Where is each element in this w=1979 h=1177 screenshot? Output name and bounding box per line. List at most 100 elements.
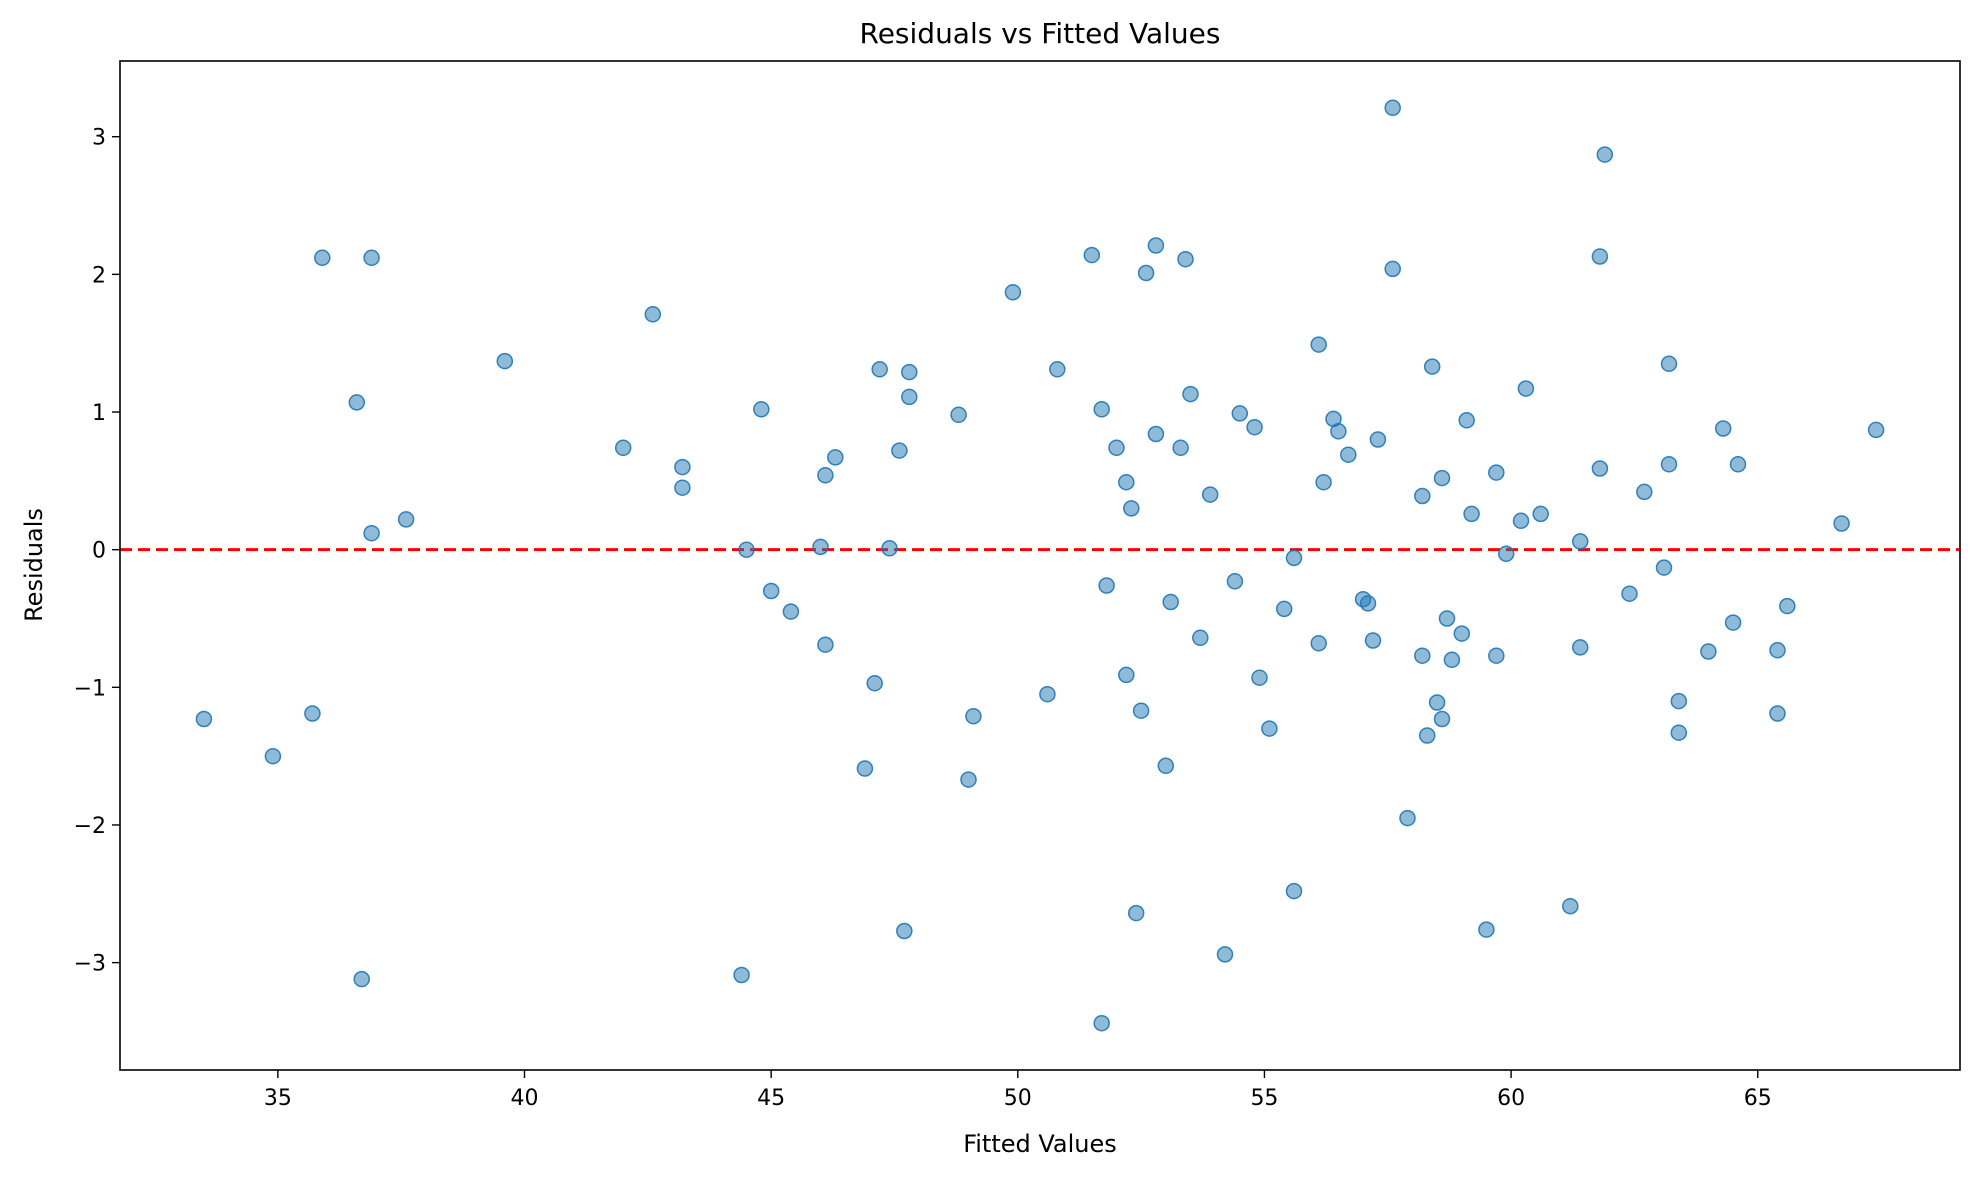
data-point-39: [1093, 1014, 1110, 1032]
data-point-112: [1714, 420, 1732, 437]
data-point-10: [614, 439, 632, 457]
data-point-43: [1118, 473, 1135, 491]
data-point-4: [348, 394, 366, 411]
data-point-85: [1433, 469, 1451, 487]
data-point-19: [812, 538, 829, 556]
data-point-102: [1591, 460, 1609, 477]
data-point-1: [264, 747, 282, 765]
data-point-68: [1315, 473, 1332, 491]
data-point-113: [1724, 614, 1742, 631]
data-point-8: [397, 511, 415, 528]
data-point-110: [1670, 692, 1688, 710]
data-point-51: [1162, 593, 1179, 611]
data-point-7: [363, 249, 380, 267]
data-point-47: [1137, 264, 1155, 282]
data-point-29: [901, 363, 918, 381]
data-point-74: [1364, 632, 1382, 649]
x-axis-label: Fitted Values: [963, 1130, 1117, 1158]
data-point-64: [1285, 549, 1303, 567]
x-axis: 35 40 45 50 55 60 65: [264, 1070, 1772, 1111]
y-tick-label: −2: [74, 814, 106, 839]
data-point-20: [817, 467, 834, 484]
data-point-32: [960, 771, 977, 788]
data-point-103: [1596, 146, 1614, 163]
data-point-57: [1216, 946, 1234, 963]
data-point-52: [1172, 439, 1189, 457]
data-point-23: [856, 760, 874, 777]
data-point-50: [1157, 757, 1175, 775]
data-point-87: [1443, 651, 1461, 669]
data-point-17: [762, 582, 780, 600]
data-point-117: [1779, 597, 1796, 615]
data-point-54: [1182, 385, 1199, 403]
data-point-106: [1655, 559, 1673, 576]
data-point-59: [1231, 405, 1249, 422]
data-point-55: [1192, 629, 1209, 647]
data-point-115: [1769, 705, 1786, 722]
data-point-114: [1729, 456, 1747, 473]
data-point-63: [1275, 600, 1293, 618]
data-point-80: [1414, 647, 1431, 664]
data-point-116: [1769, 641, 1786, 659]
x-tick-label: 50: [1004, 1086, 1032, 1111]
data-point-28: [901, 388, 918, 406]
data-point-34: [1004, 284, 1022, 301]
data-point-90: [1463, 505, 1480, 523]
data-point-38: [1093, 401, 1110, 418]
data-point-58: [1226, 573, 1244, 590]
x-tick-label: 60: [1497, 1086, 1525, 1111]
data-point-15: [738, 541, 755, 558]
data-point-35: [1039, 685, 1056, 703]
data-point-42: [1118, 666, 1135, 684]
y-tick-label: 0: [92, 539, 106, 564]
x-tick-label: 55: [1250, 1086, 1278, 1111]
data-point-61: [1251, 669, 1268, 686]
data-point-26: [881, 540, 898, 557]
data-point-83: [1428, 694, 1446, 711]
data-point-88: [1453, 625, 1471, 642]
data-point-82: [1423, 358, 1441, 375]
data-point-93: [1488, 647, 1505, 664]
data-point-91: [1478, 921, 1495, 938]
y-tick-label: −1: [74, 676, 106, 701]
data-point-81: [1418, 727, 1436, 744]
data-point-25: [871, 361, 888, 378]
data-point-109: [1670, 724, 1688, 741]
data-point-13: [674, 479, 691, 496]
data-point-33: [965, 707, 982, 725]
data-point-77: [1384, 260, 1401, 278]
data-point-6: [363, 524, 380, 542]
data-point-44: [1123, 500, 1140, 517]
data-point-36: [1049, 361, 1066, 378]
data-point-53: [1177, 250, 1194, 268]
data-point-56: [1201, 486, 1219, 503]
data-point-30: [896, 922, 913, 940]
data-point-92: [1488, 464, 1505, 481]
data-point-99: [1571, 533, 1589, 550]
data-point-11: [644, 306, 662, 323]
plot-area: [120, 99, 1960, 1032]
data-point-84: [1433, 710, 1451, 728]
data-point-79: [1414, 487, 1431, 505]
data-point-105: [1636, 483, 1653, 501]
data-point-45: [1127, 904, 1145, 922]
data-point-31: [950, 406, 967, 424]
y-tick-label: 3: [92, 126, 106, 151]
data-point-9: [496, 352, 514, 370]
data-point-119: [1867, 421, 1885, 439]
data-point-78: [1399, 809, 1416, 827]
data-point-27: [891, 442, 908, 459]
x-tick-label: 35: [264, 1086, 292, 1111]
data-point-95: [1512, 512, 1530, 530]
data-point-101: [1591, 248, 1609, 265]
data-point-2: [304, 705, 321, 722]
data-point-97: [1532, 505, 1549, 523]
data-point-65: [1285, 882, 1303, 900]
data-point-71: [1340, 446, 1357, 463]
data-point-0: [195, 710, 213, 728]
data-point-14: [733, 966, 750, 984]
data-point-62: [1261, 720, 1278, 737]
x-tick-label: 40: [511, 1086, 539, 1111]
y-tick-label: 2: [92, 263, 106, 288]
